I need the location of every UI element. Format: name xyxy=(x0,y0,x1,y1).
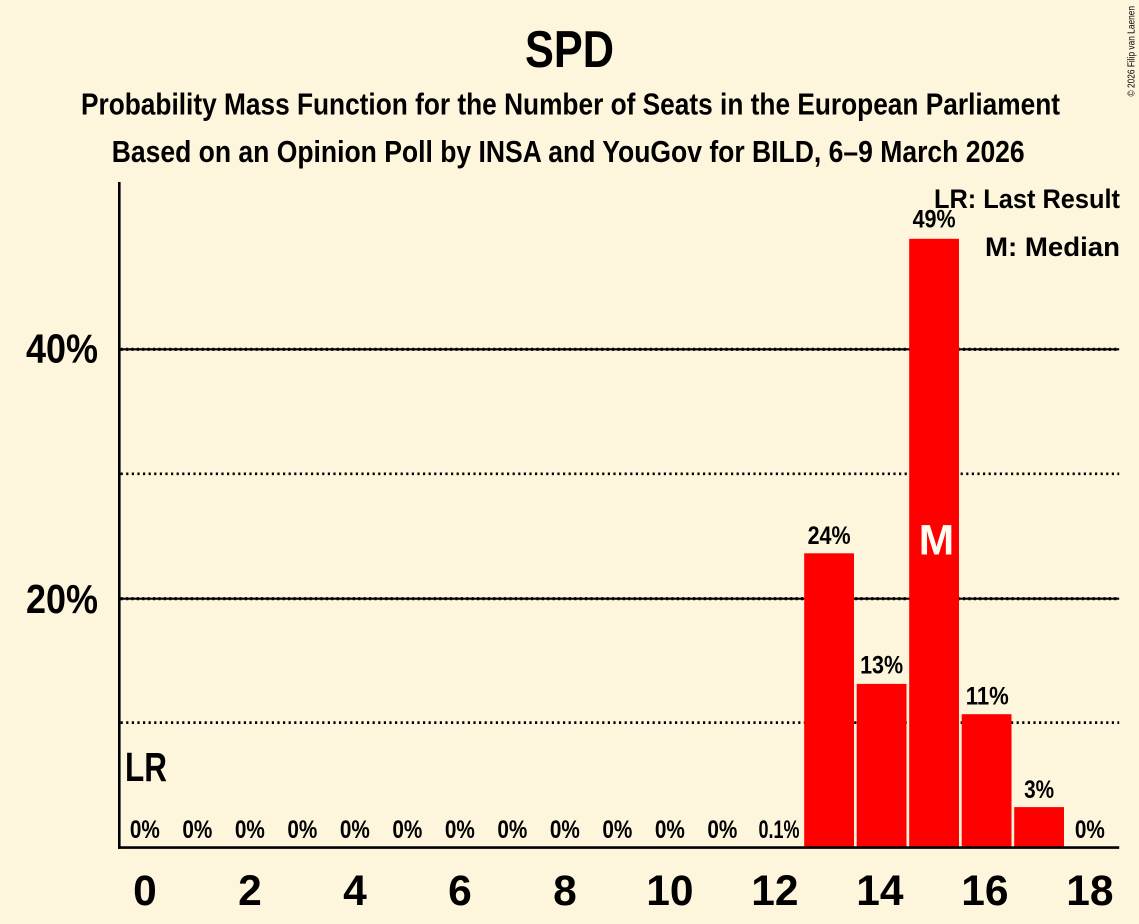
svg-text:13%: 13% xyxy=(860,652,903,680)
svg-text:0: 0 xyxy=(133,868,157,915)
svg-text:0%: 0% xyxy=(1075,816,1105,844)
svg-text:24%: 24% xyxy=(808,522,851,550)
svg-text:20%: 20% xyxy=(26,576,98,622)
svg-text:M: M xyxy=(919,518,954,565)
svg-text:12: 12 xyxy=(751,868,798,915)
svg-text:0%: 0% xyxy=(235,816,265,844)
svg-text:3%: 3% xyxy=(1024,776,1054,804)
svg-text:0%: 0% xyxy=(550,816,580,844)
svg-text:10: 10 xyxy=(646,868,693,915)
svg-text:M: Median: M: Median xyxy=(985,232,1120,262)
svg-text:18: 18 xyxy=(1066,868,1113,915)
svg-text:0%: 0% xyxy=(602,816,632,844)
svg-text:0%: 0% xyxy=(287,816,317,844)
svg-text:LR: LR xyxy=(125,744,167,790)
svg-text:0%: 0% xyxy=(392,816,422,844)
svg-text:LR: Last Result: LR: Last Result xyxy=(934,184,1120,214)
svg-text:6: 6 xyxy=(448,868,472,915)
svg-text:8: 8 xyxy=(553,868,577,915)
svg-text:0.1%: 0.1% xyxy=(759,816,800,844)
svg-text:© 2026 Filip van Laenen: © 2026 Filip van Laenen xyxy=(1126,6,1138,97)
svg-text:0%: 0% xyxy=(182,816,212,844)
svg-text:16: 16 xyxy=(961,868,1008,915)
svg-text:49%: 49% xyxy=(913,205,956,233)
svg-text:2: 2 xyxy=(238,868,262,915)
svg-text:Probability Mass Function for: Probability Mass Function for the Number… xyxy=(81,87,1060,122)
svg-text:0%: 0% xyxy=(340,816,370,844)
svg-text:0%: 0% xyxy=(445,816,475,844)
svg-text:0%: 0% xyxy=(655,816,685,844)
svg-text:11%: 11% xyxy=(966,682,1009,710)
svg-text:0%: 0% xyxy=(707,816,737,844)
svg-text:SPD: SPD xyxy=(525,21,614,79)
svg-text:40%: 40% xyxy=(26,326,98,372)
svg-text:14: 14 xyxy=(856,868,904,915)
svg-text:4: 4 xyxy=(343,868,367,915)
svg-text:Based on an Opinion Poll by IN: Based on an Opinion Poll by INSA and You… xyxy=(112,134,1025,169)
svg-text:0%: 0% xyxy=(130,816,160,844)
svg-text:0%: 0% xyxy=(497,816,527,844)
